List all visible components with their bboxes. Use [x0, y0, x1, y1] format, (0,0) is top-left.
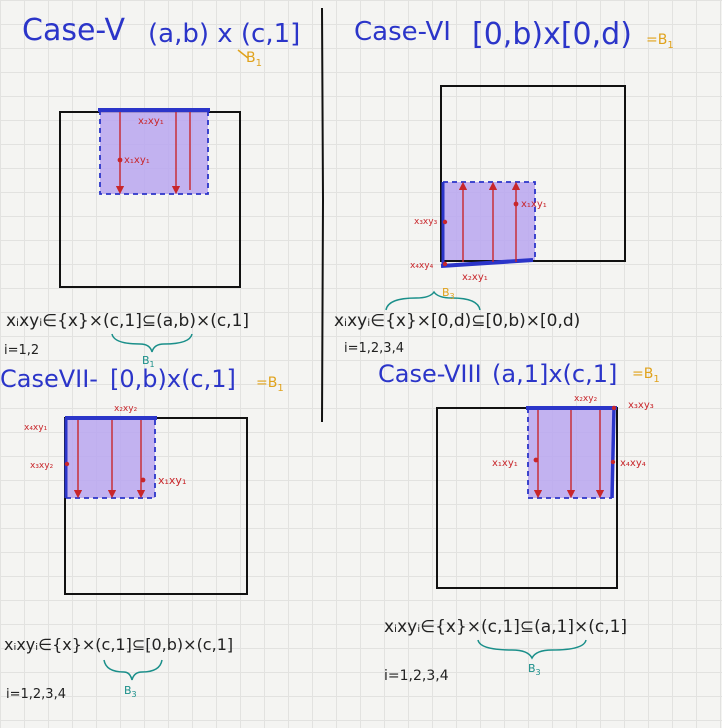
case-viii-point-1 [533, 457, 539, 463]
case-v-domain: (a,b) x (c,1] [148, 19, 300, 49]
case-vii-label-3: x₃xy₂ [30, 461, 54, 471]
case-v-annotation-arrow [237, 49, 249, 59]
case-vii-panel: CaseVII- [0,b)x(c,1] =B1 x₂xy₂ x₄xy₁ x₃x… [0, 365, 284, 702]
case-vii-formula: xᵢxyᵢ∈{x}×(c,1]⊆[0,b)×(c,1] [4, 635, 233, 654]
case-v-title: Case-V [22, 13, 125, 48]
case-vi-region [443, 182, 535, 260]
case-v-index-note: i=1,2 [4, 343, 39, 358]
case-vii-label-4: x₁xy₁ [158, 474, 186, 487]
case-vi-label-2: x₃xy₃ [414, 217, 438, 227]
case-vi-brace-label: B3 [442, 286, 455, 301]
case-vi-brace [385, 290, 481, 311]
case-vii-region [67, 418, 155, 498]
case-v-panel: Case-V (a,b) x (c,1] B1 x₂xy₁ x₁xy₁ xᵢxy… [4, 13, 300, 369]
case-vi-dashed-boundary [443, 181, 536, 260]
case-vi-panel: Case-VI [0,b)x[0,d) =B1 x₁xy₁ x₃xy₃ x₄xy… [334, 17, 674, 356]
case-viii-index-note: i=1,2,3,4 [384, 668, 449, 684]
case-v-dashed-boundary [99, 110, 209, 195]
case-v-point-1 [117, 157, 123, 163]
case-v-label-2: x₁xy₁ [124, 155, 150, 166]
case-vi-label-4: x₂xy₁ [462, 272, 488, 283]
case-vii-brace-label: B3 [124, 684, 137, 699]
case-v-brace-label: B1 [142, 354, 155, 369]
case-viii-dashed-boundary [527, 408, 612, 499]
case-vi-index-note: i=1,2,3,4 [344, 341, 404, 356]
case-vii-domain: [0,b)x(c,1] [110, 365, 236, 393]
case-viii-label-4: x₄xy₄ [620, 458, 646, 469]
case-vi-set-tag: =B1 [646, 32, 674, 51]
case-viii-panel: Case-VIII (a,1]x(c,1] =B1 x₂xy₂ x₃xy₃ x₁… [378, 360, 660, 684]
case-vii-title: CaseVII- [0, 365, 98, 393]
case-vi-point-3 [442, 261, 448, 267]
case-viii-point-3 [610, 459, 616, 465]
case-vi-point-1 [513, 201, 519, 207]
case-vi-title: Case-VI [354, 17, 451, 47]
case-vii-point-1 [64, 461, 70, 467]
case-vii-brace [103, 659, 163, 681]
case-viii-title: Case-VIII [378, 360, 482, 388]
case-vii-dashed-boundary [66, 418, 156, 499]
case-vii-point-2 [140, 477, 146, 483]
case-vi-label-3: x₄xy₄ [410, 261, 434, 271]
case-vii-label-1: x₂xy₂ [114, 404, 138, 414]
case-vi-formula: xᵢxyᵢ∈{x}×[0,d)⊆[0,b)×[0,d) [334, 311, 580, 331]
case-viii-label-2: x₃xy₃ [628, 400, 654, 411]
case-v-label-1: x₂xy₁ [138, 116, 164, 127]
case-viii-formula: xᵢxyᵢ∈{x}×(c,1]⊆(a,1]×(c,1] [384, 617, 627, 637]
case-viii-point-2 [611, 405, 617, 411]
case-vi-domain: [0,b)x[0,d) [472, 17, 632, 52]
case-vi-bottom-boundary [440, 258, 534, 268]
case-vii-set-tag: =B1 [256, 375, 284, 394]
case-viii-domain: (a,1]x(c,1] [492, 360, 617, 388]
case-viii-right-boundary [610, 407, 616, 499]
case-v-brace [111, 333, 193, 353]
case-vii-label-2: x₄xy₁ [24, 423, 48, 433]
case-viii-label-1: x₂xy₂ [574, 394, 598, 404]
case-vii-index-note: i=1,2,3,4 [6, 687, 66, 702]
case-viii-brace [477, 639, 587, 660]
case-viii-set-tag: =B1 [632, 366, 660, 385]
case-viii-label-3: x₁xy₁ [492, 458, 518, 469]
case-v-formula: xᵢxyᵢ∈{x}×(c,1]⊆(a,b)×(c,1] [6, 311, 249, 331]
case-vi-label-1: x₁xy₁ [521, 199, 547, 210]
case-viii-brace-label: B3 [528, 662, 541, 677]
panel-divider [321, 7, 325, 423]
case-v-set-tag: B1 [246, 50, 262, 69]
case-vi-point-2 [442, 219, 448, 225]
